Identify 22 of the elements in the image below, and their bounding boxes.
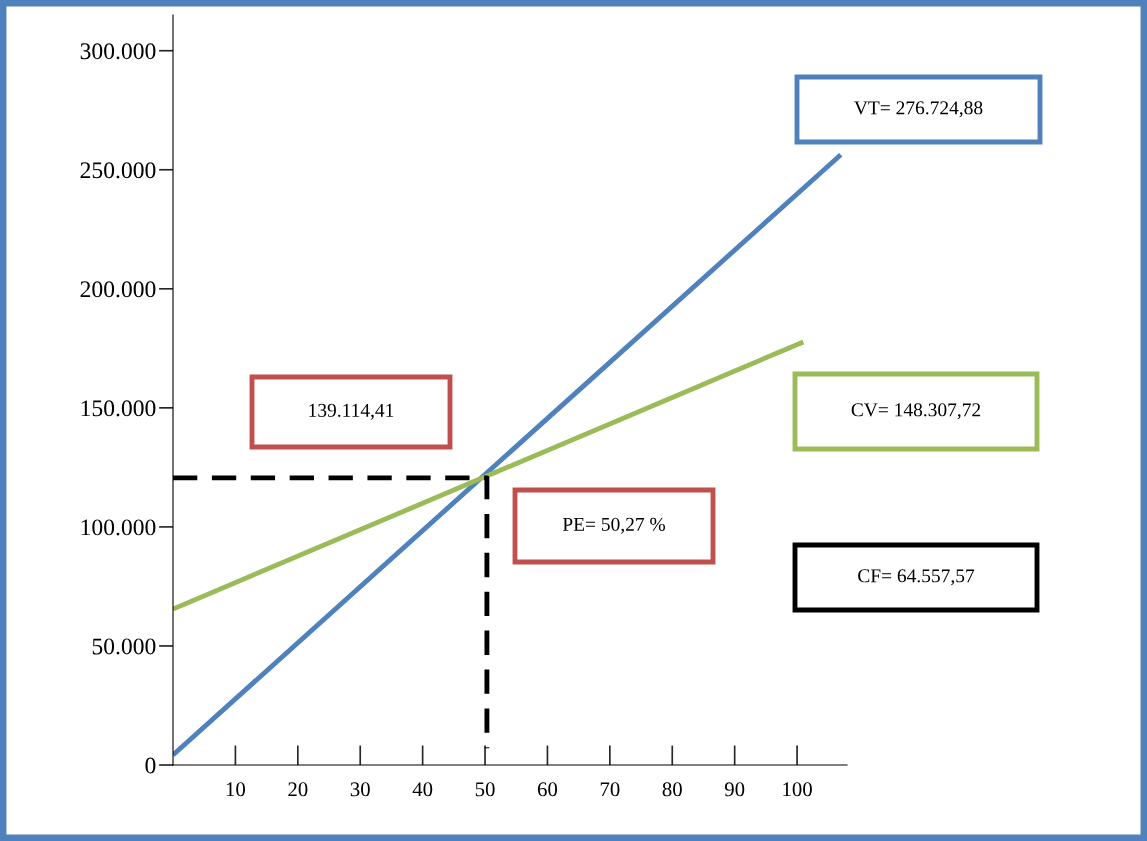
x-tick-label: 60 [537, 782, 558, 797]
x-tick-label: 10 [226, 782, 246, 797]
x-tick-label: 20 [288, 782, 308, 797]
y-tick-label: 100.000 [81, 519, 156, 536]
x-tick-label: 70 [600, 782, 620, 797]
y-tick-label: 250.000 [80, 162, 156, 179]
x-tick-label: 80 [662, 782, 682, 797]
x-tick-label: 90 [724, 782, 745, 797]
y-tick-label: 300.000 [80, 43, 156, 60]
x-tick-label: 40 [412, 782, 433, 797]
y-tick-label: 200.000 [80, 281, 156, 298]
annotation: PE= 50,27 % [562, 517, 665, 534]
y-tick-label: 150.000 [81, 400, 156, 417]
text: VT= 276.724,88 [854, 101, 983, 118]
y-tick-label: 0 [145, 757, 156, 774]
x-tick-label: 100 [783, 782, 812, 797]
y-tick-label: 50.000 [92, 638, 156, 655]
text: CV= 148.307,72 [851, 403, 981, 420]
text: CF= 64.557,57 [858, 569, 975, 586]
annotation: 139.114,41 [309, 403, 394, 420]
x-tick-label: 30 [350, 782, 370, 797]
x-tick-label: 50 [475, 782, 495, 797]
